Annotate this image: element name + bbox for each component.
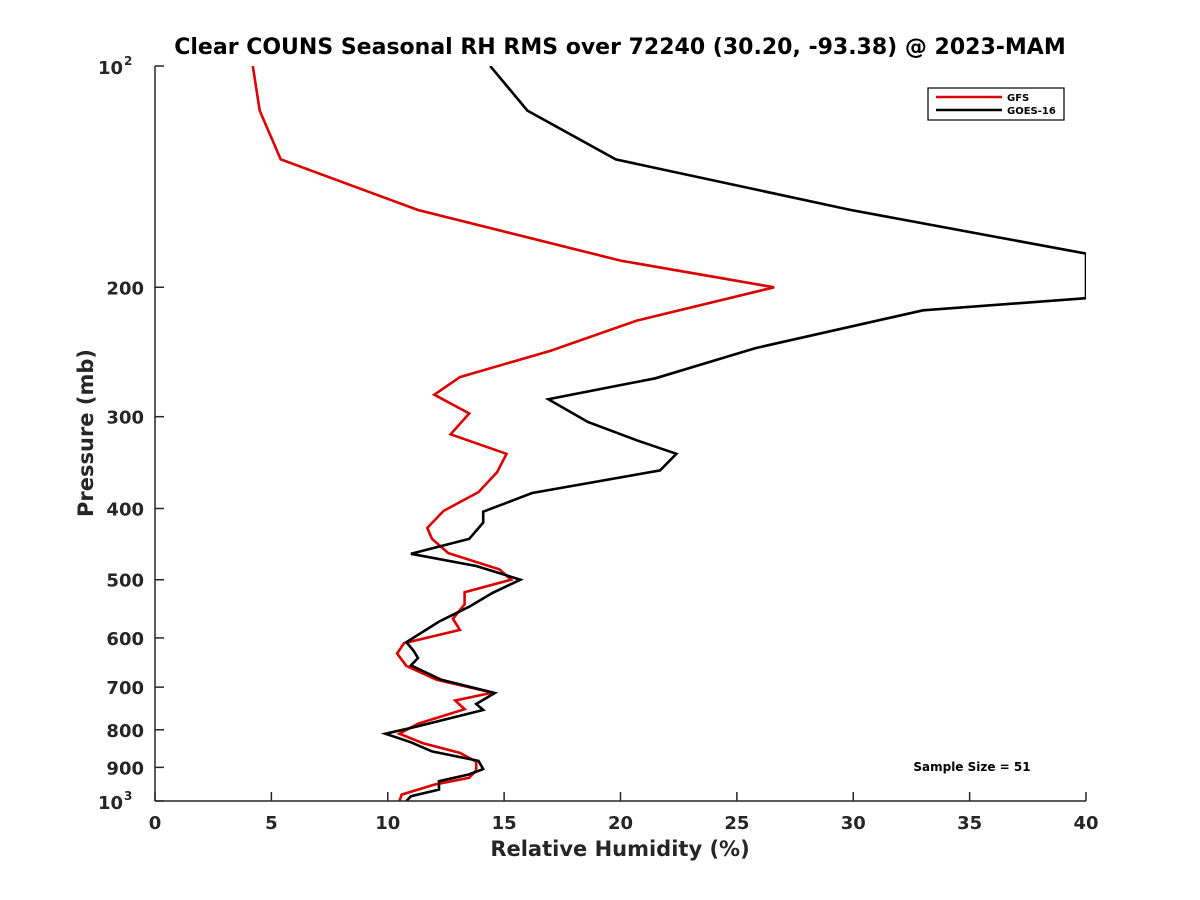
y-tick-label: 900 <box>106 758 144 779</box>
series-line-goes16 <box>380 66 1086 801</box>
y-tick-label: 300 <box>106 408 144 429</box>
legend-label-goes16: GOES-16 <box>1007 106 1056 117</box>
x-tick-label: 40 <box>1073 813 1098 834</box>
x-tick-label: 10 <box>375 813 400 834</box>
legend-box <box>927 87 1065 121</box>
x-tick-label: 0 <box>149 813 162 834</box>
chart-title: Clear COUNS Seasonal RH RMS over 72240 (… <box>174 35 1065 60</box>
plot-area: 0 5 10 15 20 25 30 35 40 10 220030040050060070080… <box>98 54 1099 834</box>
y-tick-label: 700 <box>106 678 144 699</box>
y-tick-label: 200 <box>106 278 144 299</box>
y-tick-label: 400 <box>106 500 144 521</box>
x-tick-label: 35 <box>957 813 982 834</box>
y-tick-exponent: 3 <box>124 789 132 803</box>
y-tick-label: 600 <box>106 629 144 650</box>
x-tick-label: 25 <box>724 813 749 834</box>
x-tick-label: 20 <box>608 813 633 834</box>
y-tick-label-power: 10 <box>98 58 123 79</box>
y-tick-label: 800 <box>106 721 144 742</box>
sample-size-annotation: Sample Size = 51 <box>913 760 1030 774</box>
series-layer <box>251 66 1086 801</box>
x-tick-label: 30 <box>841 813 866 834</box>
y-tick-label: 500 <box>106 571 144 592</box>
x-ticks: 0 5 10 15 20 25 30 35 40 <box>149 792 1099 834</box>
series-line-gfs <box>251 66 775 801</box>
y-tick-label-power: 10 <box>98 793 123 814</box>
y-tick-exponent: 2 <box>124 54 132 68</box>
legend-label-gfs: GFS <box>1007 93 1029 104</box>
x-axis-label: Relative Humidity (%) <box>490 837 749 861</box>
y-axis-label: Pressure (mb) <box>74 349 98 517</box>
x-tick-label: 5 <box>265 813 278 834</box>
legend: GFS GOES-16 <box>927 87 1065 121</box>
x-tick-label: 15 <box>492 813 517 834</box>
